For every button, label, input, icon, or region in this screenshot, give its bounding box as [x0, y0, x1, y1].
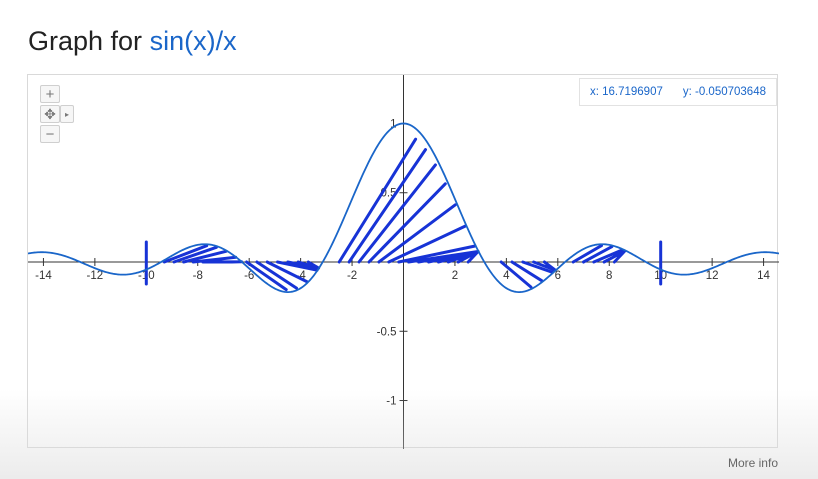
x-tick-label: -6	[244, 270, 254, 282]
y-tick-label: -1	[386, 396, 396, 408]
hatch-scribble	[337, 137, 480, 264]
hatch-scribble	[499, 260, 557, 289]
hatch-scribble	[162, 244, 243, 264]
x-tick-label: 12	[706, 270, 719, 282]
x-tick-label: 14	[757, 270, 770, 282]
title-prefix: Graph for	[28, 26, 143, 56]
x-tick-label: -12	[87, 270, 104, 282]
function-plot[interactable]: -14-12-10-8-6-4-2246810121410.5-0.5-1	[28, 75, 779, 449]
x-tick-label: -14	[35, 270, 52, 282]
zoom-controls: + ✥ ▸ −	[40, 85, 80, 147]
sinc-curve	[28, 122, 779, 293]
page-title: Graph for sin(x)/x	[28, 26, 237, 57]
x-tick-label: 4	[503, 270, 510, 282]
x-tick-label: 8	[606, 270, 612, 282]
x-tick-label: -4	[296, 270, 307, 282]
coordinate-readout: x: 16.7196907 y: -0.050703648	[578, 78, 777, 106]
x-coordinate: x: 16.7196907	[589, 86, 663, 98]
x-tick-label: -8	[193, 270, 203, 282]
more-info-link[interactable]: More info	[727, 456, 778, 470]
y-tick-label: -0.5	[377, 326, 397, 338]
y-coordinate: y: -0.050703648	[682, 86, 766, 98]
x-tick-label: -2	[347, 270, 357, 282]
x-tick-label: 2	[452, 270, 458, 282]
zoom-in-button[interactable]: +	[40, 85, 60, 103]
hatch-scribble	[245, 260, 321, 292]
y-tick-label: 1	[390, 118, 396, 130]
title-expression[interactable]: sin(x)/x	[149, 26, 237, 56]
zoom-out-button[interactable]: −	[40, 125, 60, 143]
pan-icon[interactable]: ✥	[40, 105, 60, 123]
expand-arrow-icon[interactable]: ▸	[60, 105, 74, 123]
graph-frame[interactable]: -14-12-10-8-6-4-2246810121410.5-0.5-1 x:…	[27, 74, 779, 449]
x-tick-label: 6	[555, 270, 561, 282]
hatch-scribble	[571, 244, 627, 264]
